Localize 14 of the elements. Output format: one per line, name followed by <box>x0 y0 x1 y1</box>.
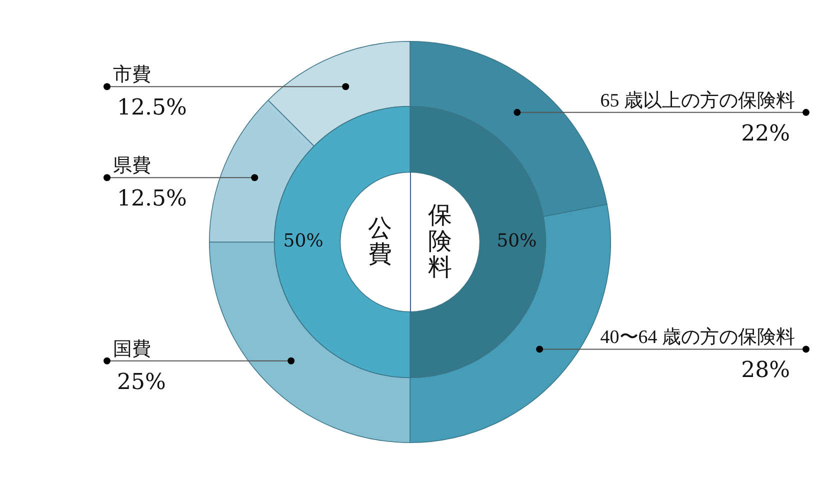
data-label: 12.5% <box>117 96 187 121</box>
data-label: 22% <box>741 121 790 146</box>
data-label: 50% <box>496 230 537 252</box>
data-label: 28% <box>741 358 790 384</box>
slice-label: 国費 <box>113 338 151 360</box>
data-label: 25% <box>117 370 166 395</box>
slice-label: 40〜64 歳の方の保険料 <box>600 326 795 348</box>
slice-label: 市費 <box>113 64 151 86</box>
slice-label: 保険料 <box>428 203 452 281</box>
data-label: 50% <box>283 230 324 252</box>
slice-label: 県費 <box>113 156 151 177</box>
slice-label: 65 歳以上の方の保険料 <box>600 89 795 112</box>
slice-label: 公費 <box>368 216 392 268</box>
data-label: 12.5% <box>117 186 187 212</box>
